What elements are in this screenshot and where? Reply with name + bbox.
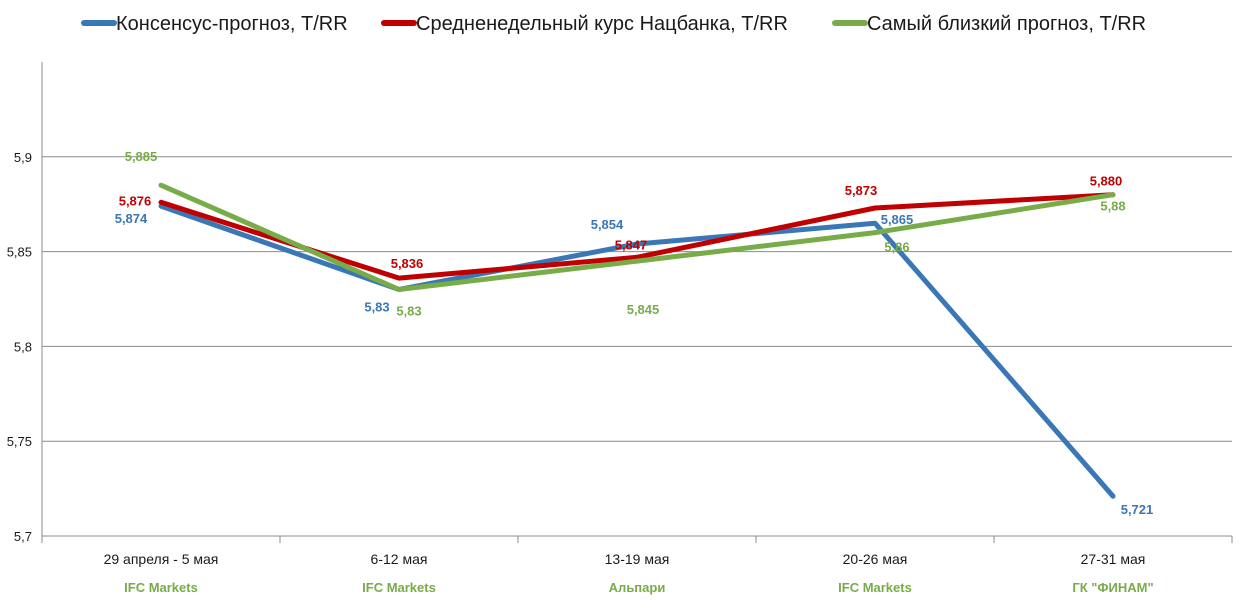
x-category-label: 20-26 мая	[843, 551, 908, 567]
x-category-sublabel: IFC Markets	[838, 580, 912, 595]
legend: Консенсус-прогноз, T/RR Средненедельный к…	[81, 13, 1146, 35]
legend-label: Консенсус-прогноз, T/RR	[116, 13, 348, 35]
legend-label: Средненедельный курс Нацбанка, T/RR	[416, 13, 788, 35]
y-tick-label: 5,9	[14, 150, 32, 165]
x-category-sublabel: IFC Markets	[362, 580, 436, 595]
data-label: 5,83	[364, 300, 389, 315]
y-tick-label: 5,8	[14, 339, 32, 354]
data-label: 5,83	[396, 304, 421, 319]
axes	[41, 62, 1233, 543]
data-label: 5,845	[627, 302, 660, 317]
data-label: 5,847	[615, 237, 648, 252]
x-category-sublabel: Альпари	[609, 580, 666, 595]
data-label: 5,885	[125, 149, 158, 164]
data-label: 5,836	[391, 256, 424, 271]
data-label: 5,876	[119, 193, 152, 208]
data-label: 5,88	[1100, 199, 1125, 214]
data-label: 5,854	[591, 217, 624, 232]
x-category-label: 13-19 мая	[605, 551, 670, 567]
data-label: 5,880	[1090, 174, 1123, 189]
data-label: 5,873	[845, 183, 878, 198]
data-label: 5,874	[115, 211, 148, 226]
data-label: 5,86	[884, 240, 909, 255]
legend-label: Самый близкий прогноз, T/RR	[867, 13, 1146, 35]
x-category-label: 27-31 мая	[1081, 551, 1146, 567]
data-labels: 5,874 5,83 5,854 5,865 5,721 5,876 5,836 5,847 5…	[115, 149, 1154, 517]
x-category-sublabel: ГК "ФИНАМ"	[1072, 580, 1153, 595]
gridlines	[42, 156, 1232, 442]
x-axis-categories: 29 апреля - 5 мая IFC Markets 6-12 мая IFC …	[104, 551, 1154, 595]
data-label: 5,721	[1121, 502, 1154, 517]
y-tick-label: 5,85	[7, 245, 32, 260]
data-label: 5,865	[881, 212, 914, 227]
series-line-1	[158, 203, 1116, 499]
y-axis-ticks: 5,7 5,75 5,8 5,85 5,9	[7, 150, 32, 544]
series-line-3	[158, 182, 1116, 292]
x-category-label: 6-12 мая	[371, 551, 428, 567]
x-category-label: 29 апреля - 5 мая	[104, 551, 219, 567]
y-tick-label: 5,7	[14, 529, 32, 544]
y-tick-label: 5,75	[7, 434, 32, 449]
series-lines	[158, 182, 1116, 499]
x-category-sublabel: IFC Markets	[124, 580, 198, 595]
